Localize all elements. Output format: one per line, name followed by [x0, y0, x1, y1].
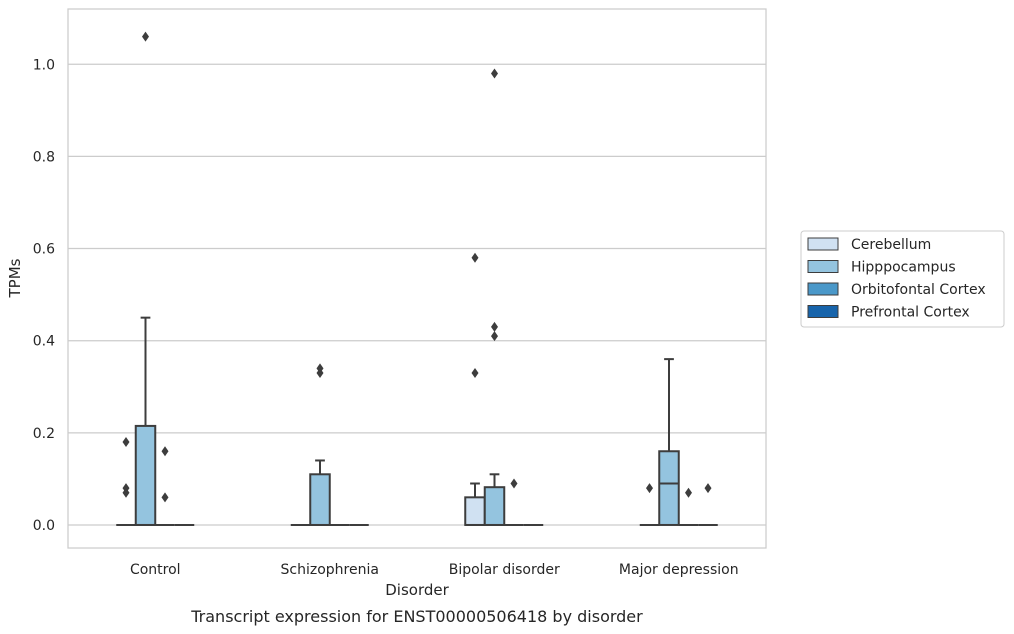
chart-caption: Transcript expression for ENST0000050641… [190, 607, 643, 626]
outlier-point [510, 478, 518, 489]
x-tick-label: Schizophrenia [281, 562, 379, 578]
legend: Cerebellum Hipppocampus Orbitofontal Corte… [800, 230, 1005, 328]
legend-swatch [807, 282, 839, 296]
x-axis-label: Disorder [385, 581, 449, 599]
legend-frame [800, 230, 1005, 328]
x-tick-label: Major depression [619, 562, 739, 578]
legend-entry-label: Orbitofontal Cortex [851, 282, 986, 298]
outlier-point [161, 446, 169, 457]
x-tick-label: Control [130, 562, 181, 578]
y-axis-ticks: 0.0 0.2 0.4 0.6 0.8 1.0 [33, 57, 55, 534]
outlier-point [685, 487, 692, 498]
plot-area [68, 9, 766, 548]
outlier-point [471, 367, 479, 378]
boxes-layer [116, 31, 718, 526]
box [134, 424, 157, 526]
y-tick-label: 0.6 [33, 242, 55, 258]
legend-entry-label: Prefrontal Cortex [851, 305, 970, 321]
legend-swatch [807, 237, 839, 251]
y-tick-label: 1.0 [33, 57, 55, 73]
outlier-point [491, 68, 498, 79]
y-tick-label: 0.4 [33, 334, 55, 350]
legend-swatch [807, 260, 839, 273]
outlier-point [646, 483, 653, 494]
y-tick-label: 0.0 [33, 518, 55, 534]
outlier-point [142, 31, 149, 42]
outlier-point [704, 483, 712, 494]
outlier-point [122, 437, 130, 448]
y-tick-label: 0.8 [33, 149, 55, 165]
legend-entry-label: Cerebellum [851, 237, 931, 253]
legend-entry-label: Hipppocampus [851, 260, 956, 276]
outlier-point [316, 363, 324, 374]
outlier-point [491, 321, 498, 332]
plot-frame [67, 8, 767, 549]
legend-swatch [807, 305, 839, 318]
outlier-point [471, 252, 479, 263]
x-tick-label: Bipolar disorder [449, 562, 560, 578]
outlier-point [491, 331, 498, 342]
box [464, 496, 486, 526]
y-axis-label: TPMs [6, 258, 24, 298]
outlier-point [161, 492, 169, 503]
box [309, 473, 331, 526]
y-tick-label: 0.2 [33, 426, 55, 442]
box [483, 486, 506, 526]
x-axis-ticks: Control Schizophrenia Bipolar disorder Majo… [130, 562, 739, 578]
outlier-point [122, 483, 130, 494]
box [658, 450, 680, 526]
